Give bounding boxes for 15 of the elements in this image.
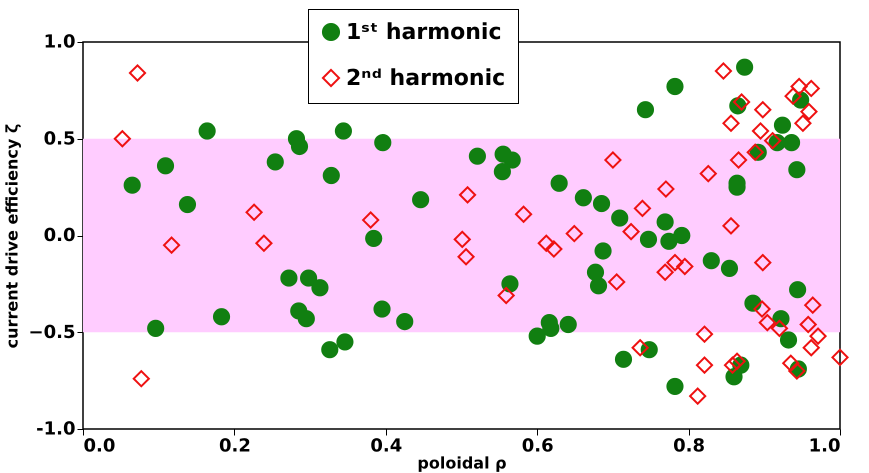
y-tick-label: 0.5	[44, 128, 76, 150]
y-axis-title: current drive efficiency ζ	[2, 124, 22, 348]
x-tick-label: 0.6	[522, 436, 554, 456]
y-tick-label: −0.5	[28, 322, 76, 343]
x-tick-label: 0.8	[673, 436, 706, 456]
y-tick-label: 1.0	[44, 32, 76, 52]
x-tick-label: 0.0	[84, 436, 116, 456]
y-tick-label: -1.0	[36, 418, 76, 440]
legend-label: 2ⁿᵈ harmonic	[346, 66, 506, 91]
x-axis-title: poloidal ρ	[417, 454, 507, 472]
y-tick-label: 0.0	[44, 225, 76, 246]
x-tick-label: 0.4	[370, 436, 402, 456]
legend-label: 1ˢᵗ harmonic	[346, 20, 502, 45]
x-tick-label: 1.0	[808, 436, 840, 456]
x-tick-label: 0.2	[218, 436, 251, 456]
